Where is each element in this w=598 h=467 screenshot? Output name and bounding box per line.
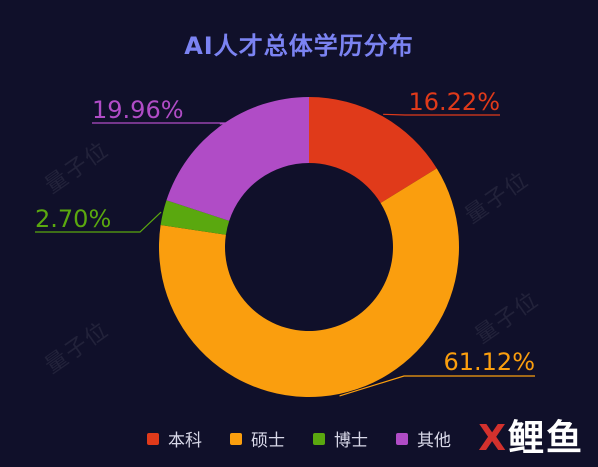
data-label-3: 19.96% [92, 96, 184, 124]
brand-logo: X鲤鱼 [478, 409, 584, 461]
data-label-1: 61.12% [443, 348, 535, 376]
legend-swatch [147, 432, 159, 445]
legend-label: 博士 [334, 431, 368, 451]
slice-2[interactable] [160, 200, 230, 235]
leader-line-2 [35, 211, 162, 233]
leader-line-3 [92, 122, 233, 125]
legend-label: 其他 [417, 431, 451, 451]
leader-line-0 [383, 113, 500, 116]
legend-item-doctor[interactable]: 博士 [313, 426, 368, 451]
legend-label: 硕士 [251, 431, 285, 451]
legend-swatch [230, 432, 242, 445]
legend-swatch [396, 432, 408, 445]
data-label-2: 2.70% [35, 205, 111, 233]
legend-label: 本科 [168, 431, 202, 451]
leader-line-1 [339, 375, 535, 397]
legend-item-bachelor[interactable]: 本科 [147, 426, 202, 451]
chart-title: AI人才总体学历分布 [184, 32, 414, 60]
data-label-0: 16.22% [408, 88, 500, 116]
brand-logo-part1: X [478, 418, 508, 459]
slice-3[interactable] [166, 97, 309, 221]
brand-logo-part2: 鲤鱼 [507, 418, 584, 459]
slice-1[interactable] [159, 168, 460, 397]
legend-item-other[interactable]: 其他 [396, 426, 451, 451]
legend-swatch [313, 432, 325, 445]
chart-legend: 本科 硕士 博士 其他 [0, 426, 598, 451]
legend-item-master[interactable]: 硕士 [230, 426, 285, 451]
slice-0[interactable] [309, 97, 437, 203]
